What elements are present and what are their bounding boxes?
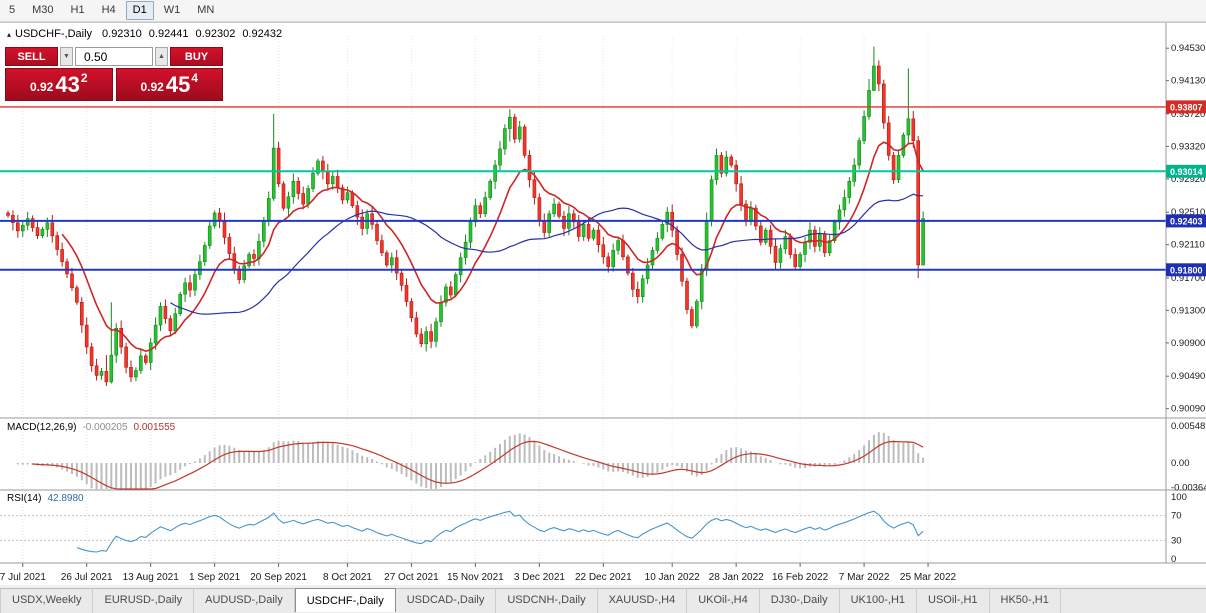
svg-text:0.92510: 0.92510 (1171, 207, 1205, 218)
chart-tab-dj30-daily[interactable]: DJ30-,Daily (760, 589, 840, 613)
svg-text:0.93320: 0.93320 (1171, 141, 1205, 152)
panel-separators (0, 23, 1206, 564)
svg-text:13 Aug 2021: 13 Aug 2021 (123, 572, 180, 583)
svg-text:0.92920: 0.92920 (1171, 174, 1205, 185)
ohlc-low: 0.92302 (195, 28, 236, 40)
sell-price-big: 43 (55, 72, 80, 97)
chart-tab-usdx-weekly[interactable]: USDX,Weekly (0, 589, 94, 613)
svg-text:0.93720: 0.93720 (1171, 109, 1205, 120)
svg-text:0.005489: 0.005489 (1171, 421, 1206, 432)
svg-text:22 Dec 2021: 22 Dec 2021 (575, 572, 632, 583)
chart-tab-usdchf-daily[interactable]: USDCHF-,Daily (294, 588, 396, 612)
svg-text:0.94530: 0.94530 (1171, 43, 1205, 54)
svg-text:0.00: 0.00 (1171, 458, 1190, 469)
sell-price-display[interactable]: 0.92 43 2 (5, 68, 113, 101)
timeframe-h1[interactable]: H1 (70, 4, 85, 16)
chart-tab-usdcnh-daily[interactable]: USDCNH-,Daily (496, 589, 598, 613)
trade-panel-collapse-icon[interactable]: ▴ (7, 29, 12, 39)
svg-text:0: 0 (1171, 554, 1176, 565)
macd-layer (16, 432, 925, 490)
svg-text:0.90900: 0.90900 (1171, 338, 1205, 349)
buy-price-sup: 4 (191, 71, 199, 85)
buy-button[interactable]: BUY (170, 47, 223, 66)
chart-tab-xauusd-h4[interactable]: XAUUSD-,H4 (598, 589, 688, 613)
rsi-indicator-label: RSI(14) 42.8980 (7, 493, 84, 504)
svg-text:-0.00364: -0.00364 (1171, 482, 1206, 493)
horizontal-level-lines[interactable] (0, 106, 1166, 271)
volume-input[interactable] (75, 47, 153, 66)
sell-price-sup: 2 (80, 71, 88, 85)
svg-text:0.91700: 0.91700 (1171, 273, 1205, 284)
svg-text:7 Mar 2022: 7 Mar 2022 (839, 572, 890, 583)
price-tags: 0.93807 0.93014 0.92403 0.91800 (1166, 100, 1206, 277)
rsi-value: 42.8980 (47, 493, 84, 504)
svg-text:26 Jul 2021: 26 Jul 2021 (61, 572, 113, 583)
svg-text:0.91300: 0.91300 (1171, 305, 1205, 316)
chart-tab-usoil-h1[interactable]: USOil-,H1 (917, 589, 990, 613)
timeframe-d1[interactable]: D1 (125, 1, 154, 20)
svg-text:0.91800: 0.91800 (1170, 265, 1203, 275)
ohlc-close: 0.92432 (242, 28, 283, 40)
ohlc-open: 0.92310 (102, 28, 142, 40)
chart-tab-uk100-h1[interactable]: UK100-,H1 (840, 589, 918, 613)
axis-labels: 0.94530 0.94130 0.93720 0.93320 0.92920 0.925… (0, 43, 1206, 583)
chart-header: ▴ USDCHF-,Daily 0.92310 0.92441 0.92302 … (7, 28, 289, 40)
volume-up-icon[interactable]: ▲ (155, 47, 168, 66)
macd-signal-value: 0.001555 (133, 422, 176, 433)
chart-tab-eurusd-daily[interactable]: EURUSD-,Daily (93, 589, 195, 613)
svg-text:100: 100 (1171, 492, 1187, 503)
ohlc-high: 0.92441 (148, 28, 189, 40)
rsi-name: RSI(14) (7, 493, 42, 504)
buy-price-big: 45 (165, 72, 191, 97)
svg-text:30: 30 (1171, 535, 1182, 546)
buy-price-base: 0.92 (140, 80, 164, 94)
chart-window: 0.94530 0.94130 0.93720 0.93320 0.92920 0.925… (0, 22, 1206, 585)
svg-text:8 Oct 2021: 8 Oct 2021 (323, 572, 372, 583)
svg-text:70: 70 (1171, 511, 1182, 522)
svg-text:15 Nov 2021: 15 Nov 2021 (447, 572, 504, 583)
sell-price-base: 0.92 (29, 80, 54, 94)
timeframe-5[interactable]: 5 (9, 4, 16, 16)
svg-text:0.94130: 0.94130 (1171, 76, 1205, 87)
svg-text:7 Jul 2021: 7 Jul 2021 (0, 572, 46, 583)
candles-layer[interactable] (6, 46, 925, 386)
svg-text:0.92110: 0.92110 (1171, 240, 1205, 251)
svg-text:20 Sep 2021: 20 Sep 2021 (250, 572, 307, 583)
macd-indicator-label: MACD(12,26,9) -0.000205 0.001555 (7, 422, 175, 433)
sell-button[interactable]: SELL (5, 47, 58, 66)
svg-text:1 Sep 2021: 1 Sep 2021 (189, 572, 241, 583)
svg-text:3 Dec 2021: 3 Dec 2021 (514, 572, 566, 583)
chart-tab-hk50-h1[interactable]: HK50-,H1 (990, 589, 1061, 613)
svg-text:16 Feb 2022: 16 Feb 2022 (772, 572, 829, 583)
svg-text:0.93014: 0.93014 (1170, 167, 1203, 177)
svg-text:28 Jan 2022: 28 Jan 2022 (709, 572, 764, 583)
timeframe-mn[interactable]: MN (197, 4, 215, 16)
chart-tabs-bar: USDX,Weekly EURUSD-,Daily AUDUSD-,Daily USD… (0, 588, 1206, 613)
chart-tab-usdcad-daily[interactable]: USDCAD-,Daily (396, 589, 497, 613)
svg-text:27 Oct 2021: 27 Oct 2021 (384, 572, 439, 583)
svg-text:0.93807: 0.93807 (1170, 102, 1203, 112)
svg-text:0.90490: 0.90490 (1171, 371, 1205, 382)
timeframe-toolbar: 5 M30 H1 H4 D1 W1 MN (0, 0, 1206, 22)
macd-main-value: -0.000205 (82, 422, 128, 433)
moving-averages-layer (61, 141, 924, 353)
rsi-layer (0, 510, 1166, 553)
svg-text:10 Jan 2022: 10 Jan 2022 (645, 572, 700, 583)
svg-text:25 Mar 2022: 25 Mar 2022 (900, 572, 957, 583)
volume-down-icon[interactable]: ▼ (60, 47, 73, 66)
chart-canvas[interactable]: 0.94530 0.94130 0.93720 0.93320 0.92920 0.925… (0, 23, 1206, 586)
chart-tab-ukoil-h4[interactable]: UKOil-,H4 (687, 589, 760, 613)
chart-symbol-title: USDCHF-,Daily (15, 28, 93, 40)
macd-name: MACD(12,26,9) (7, 422, 77, 433)
svg-text:0.90090: 0.90090 (1171, 404, 1205, 415)
timeframe-h4[interactable]: H4 (101, 4, 116, 16)
chart-tab-audusd-daily[interactable]: AUDUSD-,Daily (194, 589, 295, 613)
svg-text:0.92403: 0.92403 (1170, 216, 1203, 226)
grid-layer (22, 36, 929, 563)
timeframe-m30[interactable]: M30 (32, 4, 54, 16)
buy-price-display[interactable]: 0.92 45 4 (115, 68, 223, 101)
timeframe-w1[interactable]: W1 (163, 4, 181, 16)
